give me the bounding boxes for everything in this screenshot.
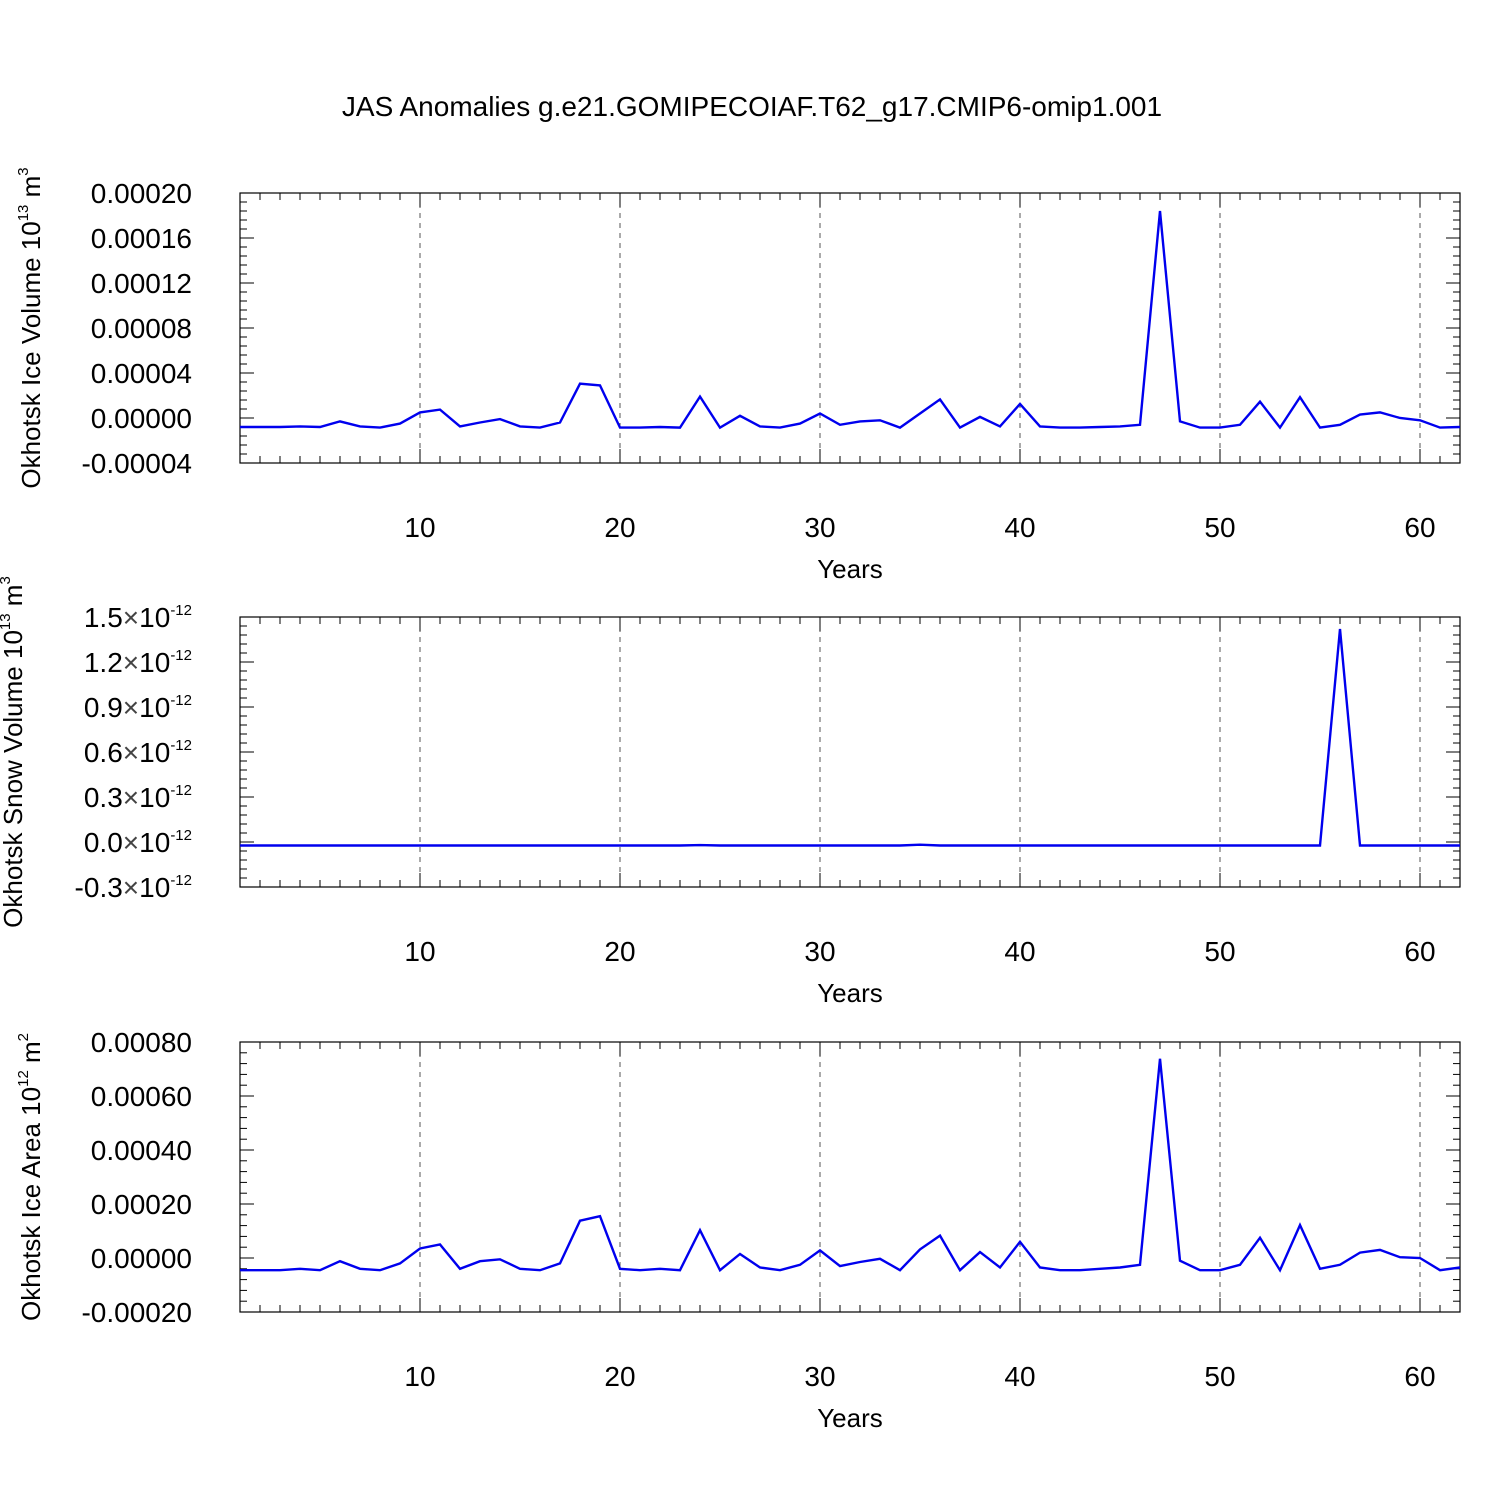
- panel-1: 10 20 30 40 50 60 Years -0.00004 0.00000 0.00004 0…: [15, 167, 1461, 584]
- x-axis-label: Years: [817, 978, 883, 1008]
- y-axis-label: Okhotsk Snow Volume 1013 m3: [0, 576, 28, 928]
- x-tick-label: 60: [1404, 512, 1435, 543]
- y-tick-label: 1.2×10-12: [84, 647, 192, 678]
- x-tick-label: 50: [1204, 1361, 1235, 1392]
- plot-frame: [239, 192, 1461, 464]
- y-axis-label: Okhotsk Ice Volume 1013 m3: [15, 167, 46, 488]
- y-tick-label: -0.00020: [81, 1297, 192, 1328]
- plot-frame: [239, 616, 1461, 888]
- y-tick-label: -0.3×10-12: [75, 872, 192, 903]
- panel-3: 10 20 30 40 50 60 Years -0.00020 0.00000 0.00020 0…: [15, 1027, 1461, 1433]
- y-tick-label: 0.00020: [91, 178, 192, 209]
- x-axis-label: Years: [817, 554, 883, 584]
- y-tick-label: 0.00008: [91, 313, 192, 344]
- x-tick-label: 20: [604, 936, 635, 967]
- series-line: [240, 628, 1460, 847]
- series-line: [240, 210, 1461, 430]
- x-tick-label: 10: [404, 1361, 435, 1392]
- x-tick-label: 20: [604, 1361, 635, 1392]
- y-tick-label: 0.00040: [91, 1135, 192, 1166]
- y-tick-label: 0.00000: [91, 403, 192, 434]
- y-tick-label: 0.00020: [91, 1189, 192, 1220]
- x-tick-label: 10: [404, 512, 435, 543]
- plot-frame: [239, 1041, 1461, 1313]
- panels: 10 20 30 40 50 60 Years -0.00004 0.00000 0.00004 0…: [0, 167, 1461, 1433]
- y-tick-label: 0.00000: [91, 1243, 192, 1274]
- y-axis-label: Okhotsk Ice Area 1012 m2: [15, 1033, 46, 1321]
- x-tick-label: 10: [404, 936, 435, 967]
- y-tick-label: 0.3×10-12: [84, 782, 192, 813]
- series-line: [240, 1058, 1461, 1273]
- x-tick-label: 60: [1404, 1361, 1435, 1392]
- y-tick-label: 0.00004: [91, 358, 192, 389]
- x-tick-label: 20: [604, 512, 635, 543]
- x-tick-label: 60: [1404, 936, 1435, 967]
- y-tick-label: 0.00080: [91, 1027, 192, 1058]
- x-tick-label: 50: [1204, 936, 1235, 967]
- y-tick-label: 0.00012: [91, 268, 192, 299]
- y-tick-label: 0.0×10-12: [84, 827, 192, 858]
- x-tick-label: 40: [1004, 512, 1035, 543]
- x-axis-label: Years: [817, 1403, 883, 1433]
- x-tick-label: 30: [804, 936, 835, 967]
- y-tick-label: 0.00060: [91, 1081, 192, 1112]
- x-tick-label: 30: [804, 512, 835, 543]
- x-tick-label: 40: [1004, 1361, 1035, 1392]
- panel-2: 10 20 30 40 50 60 Years -0.3×10-12 0.0×10-12 0.3×…: [0, 576, 1461, 1008]
- y-tick-label: 0.6×10-12: [84, 737, 192, 768]
- y-tick-label: 0.00016: [91, 223, 192, 254]
- y-tick-label: -0.00004: [81, 448, 192, 479]
- x-tick-label: 40: [1004, 936, 1035, 967]
- x-tick-label: 30: [804, 1361, 835, 1392]
- y-tick-label: 1.5×10-12: [84, 602, 192, 633]
- x-tick-label: 50: [1204, 512, 1235, 543]
- y-tick-label: 0.9×10-12: [84, 692, 192, 723]
- chart-title: JAS Anomalies g.e21.GOMIPECOIAF.T62_g17.…: [342, 91, 1162, 122]
